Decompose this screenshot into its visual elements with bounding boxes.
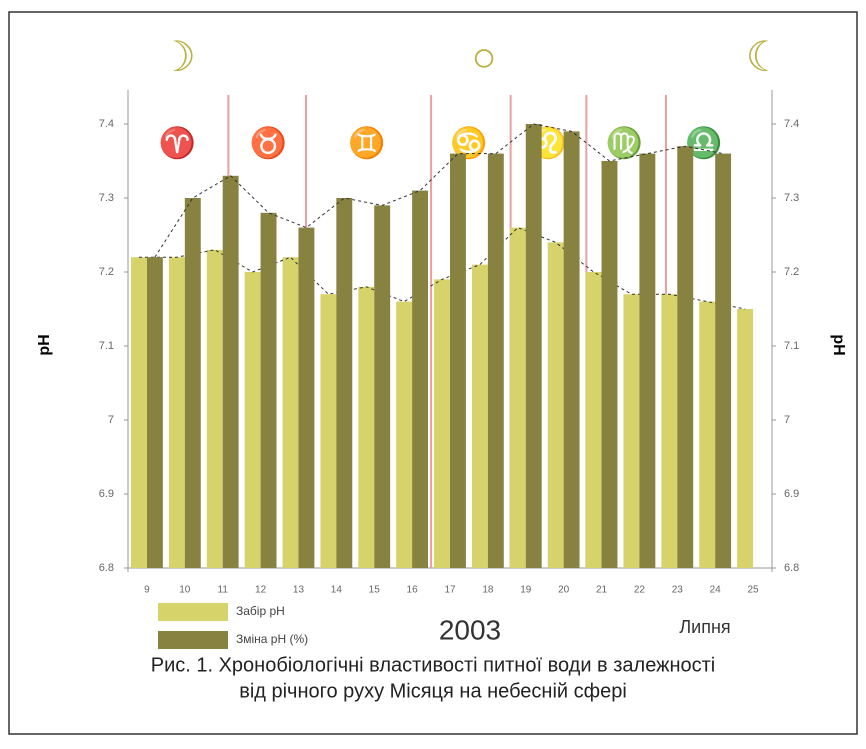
x-tick-label: 9 bbox=[144, 585, 150, 596]
bar bbox=[661, 294, 678, 568]
y-tick-label: 6.8 bbox=[99, 562, 114, 574]
caption-line: Рис. 1. Хронобіологічні властивості питн… bbox=[151, 654, 716, 676]
x-tick-label: 22 bbox=[634, 585, 646, 596]
legend-label: Забір pH bbox=[236, 604, 285, 618]
bar bbox=[487, 153, 504, 568]
trend-line bbox=[154, 123, 724, 258]
bar bbox=[547, 242, 564, 568]
y2-tick-label: 7.3 bbox=[784, 192, 799, 204]
month-label: Липня bbox=[679, 617, 730, 637]
legend-swatch bbox=[158, 631, 228, 649]
y-tick-label: 7 bbox=[108, 414, 114, 426]
bar bbox=[282, 257, 299, 568]
bar bbox=[320, 294, 337, 568]
bar bbox=[412, 190, 429, 568]
x-tick-label: 23 bbox=[672, 585, 684, 596]
y-tick-label: 7.4 bbox=[99, 118, 114, 130]
x-tick-label: 20 bbox=[558, 585, 570, 596]
zodiac-sign: ♈ bbox=[159, 125, 196, 160]
bar bbox=[168, 257, 185, 568]
x-tick-label: 11 bbox=[218, 585, 229, 596]
bar bbox=[509, 227, 526, 568]
bar bbox=[563, 131, 580, 568]
x-tick-label: 24 bbox=[710, 585, 722, 596]
bar bbox=[336, 198, 353, 568]
x-tick-label: 18 bbox=[482, 585, 494, 596]
bar bbox=[146, 257, 163, 568]
bar bbox=[471, 264, 488, 568]
y-tick-label: 6.9 bbox=[99, 488, 114, 500]
bar bbox=[374, 205, 391, 568]
x-tick-label: 14 bbox=[331, 585, 343, 596]
bar bbox=[131, 257, 147, 568]
x-tick-label: 12 bbox=[255, 585, 267, 596]
bar bbox=[260, 212, 277, 569]
bar bbox=[525, 124, 542, 568]
legend-swatch bbox=[158, 603, 228, 621]
legend-label: Зміна pH (%) bbox=[236, 632, 308, 646]
moon-phase: ☽ bbox=[158, 33, 196, 80]
y2-tick-label: 7 bbox=[784, 414, 790, 426]
bar bbox=[358, 286, 375, 568]
bar bbox=[222, 175, 239, 569]
x-tick-label: 25 bbox=[747, 585, 759, 596]
bar bbox=[585, 272, 602, 568]
bar bbox=[298, 227, 315, 568]
x-tick-label: 19 bbox=[520, 585, 532, 596]
moon-phase: ☾ bbox=[746, 33, 784, 80]
x-tick-label: 17 bbox=[444, 585, 456, 596]
y2-tick-label: 7.4 bbox=[784, 118, 799, 130]
bar bbox=[623, 294, 640, 568]
x-tick-label: 13 bbox=[293, 585, 305, 596]
y2-tick-label: 7.1 bbox=[784, 340, 799, 352]
bar bbox=[206, 249, 223, 569]
y2-tick-label: 6.8 bbox=[784, 562, 799, 574]
zodiac-sign: ♊ bbox=[348, 125, 385, 160]
bar bbox=[184, 198, 201, 568]
bar bbox=[450, 153, 466, 568]
bar bbox=[244, 272, 261, 568]
x-tick-label: 10 bbox=[179, 585, 191, 596]
bar bbox=[601, 161, 618, 568]
moon-phase: ○ bbox=[471, 33, 496, 80]
bar bbox=[715, 153, 732, 568]
y2-axis-label: pH bbox=[830, 334, 847, 355]
x-tick-label: 15 bbox=[369, 585, 381, 596]
year-label: 2003 bbox=[439, 614, 501, 645]
y-tick-label: 7.2 bbox=[99, 266, 114, 278]
bar bbox=[699, 301, 716, 568]
bar bbox=[677, 146, 694, 568]
caption-line: від річного руху Місяця на небесній сфер… bbox=[239, 680, 627, 702]
bar bbox=[737, 309, 754, 568]
x-tick-label: 21 bbox=[596, 585, 608, 596]
y-tick-label: 7.3 bbox=[99, 192, 114, 204]
y-axis-label: pH bbox=[36, 334, 53, 355]
zodiac-sign: ♍ bbox=[606, 125, 643, 160]
x-tick-label: 16 bbox=[407, 585, 419, 596]
bar bbox=[434, 279, 450, 568]
y-tick-label: 7.1 bbox=[99, 340, 114, 352]
zodiac-sign: ♉ bbox=[249, 125, 286, 160]
bar bbox=[396, 301, 413, 568]
y2-tick-label: 6.9 bbox=[784, 488, 799, 500]
bar bbox=[639, 153, 656, 568]
y2-tick-label: 7.2 bbox=[784, 266, 799, 278]
